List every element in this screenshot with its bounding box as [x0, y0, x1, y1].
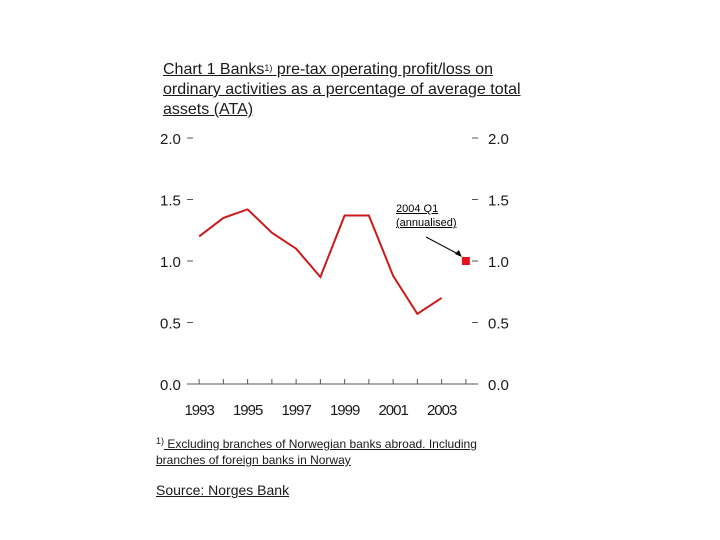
y-tick-label-right: 1.5	[488, 193, 509, 210]
y-tick-label-left: 1.0	[160, 254, 181, 271]
y-tick-label-right: 1.0	[488, 254, 509, 271]
y-tick-label-left: 1.5	[160, 193, 181, 210]
x-tick-label: 1999	[330, 402, 360, 419]
y-tick-label-left: 0.0	[160, 377, 181, 394]
marker-2004q1	[461, 257, 470, 265]
y-tick-label-left: 0.5	[160, 316, 181, 333]
plot-area	[186, 137, 479, 385]
x-tick-label: 1993	[184, 402, 214, 419]
annotation-2004q1: 2004 Q1 (annualised)	[396, 203, 457, 229]
footnote-superscript: 1)	[156, 436, 165, 446]
title-text: Chart 1 Banks1) pre-tax operating profit…	[163, 61, 521, 118]
x-tick-label: 1995	[233, 402, 263, 419]
x-tick-label: 2001	[378, 402, 408, 419]
x-tick-label: 2003	[427, 402, 457, 419]
footnote-text: Excluding branches of Norwegian banks ab…	[156, 437, 477, 467]
footnote: 1) Excluding branches of Norwegian banks…	[156, 436, 516, 468]
series-line	[198, 208, 443, 316]
annotation-arrowhead	[454, 250, 462, 257]
annotation-arrow	[425, 236, 461, 256]
y-tick-label-right: 2.0	[488, 131, 509, 148]
chart-title: Chart 1 Banks1) pre-tax operating profit…	[163, 60, 523, 120]
y-tick-label-right: 0.5	[488, 316, 509, 333]
x-tick-label: 1997	[281, 402, 311, 419]
title-superscript: 1)	[264, 63, 273, 73]
source-label: Source: Norges Bank	[156, 482, 290, 498]
y-tick-label-left: 2.0	[160, 131, 181, 148]
y-tick-label-right: 0.0	[488, 377, 509, 394]
